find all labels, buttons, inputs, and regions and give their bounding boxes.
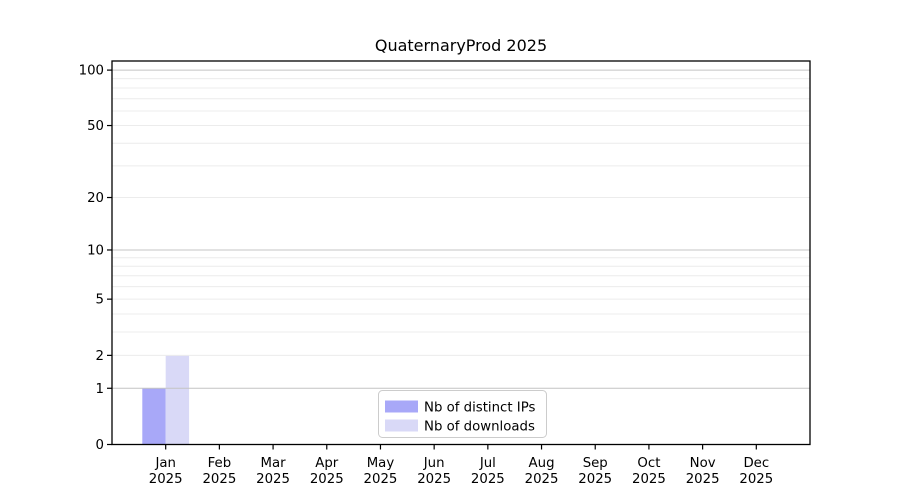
x-tick-year-label: 2025 <box>471 472 505 487</box>
legend-box <box>378 390 547 438</box>
y-tick-label: 2 <box>96 349 104 364</box>
x-tick-year-label: 2025 <box>149 472 183 487</box>
x-tick-year-label: 2025 <box>202 472 236 487</box>
x-tick-month-label: Nov <box>690 456 716 471</box>
x-tick-year-label: 2025 <box>417 472 451 487</box>
legend-swatch-downloads <box>385 419 418 432</box>
y-tick-label: 5 <box>96 293 104 308</box>
x-tick-year-label: 2025 <box>686 472 720 487</box>
x-tick-month-label: Dec <box>743 456 769 471</box>
legend-swatch-distinct-ips <box>385 400 418 413</box>
x-tick-month-label: Jun <box>423 456 445 471</box>
x-tick-month-label: Sep <box>583 456 608 471</box>
legend: Nb of distinct IPs Nb of downloads <box>378 390 547 438</box>
legend-label-downloads: Nb of downloads <box>424 420 535 435</box>
y-tick-label: 100 <box>79 64 104 79</box>
x-tick-year-label: 2025 <box>310 472 344 487</box>
x-tick-year-label: 2025 <box>632 472 666 487</box>
plot-border <box>111 60 811 446</box>
grid-layer <box>112 69 810 389</box>
x-tick-month-label: Aug <box>529 456 555 471</box>
x-tick-month-label: Jan <box>154 456 176 471</box>
x-tick-month-label: May <box>367 456 395 471</box>
legend-label-distinct-ips: Nb of distinct IPs <box>424 401 536 416</box>
x-tick-month-label: Apr <box>315 456 339 471</box>
y-tick-label: 10 <box>87 243 104 258</box>
chart-title: QuaternaryProd 2025 <box>375 36 547 55</box>
x-tick-year-label: 2025 <box>256 472 290 487</box>
axes-layer: 0125102050100Jan2025Feb2025Mar2025Apr202… <box>79 60 811 487</box>
x-tick-month-label: Jul <box>479 456 496 471</box>
x-tick-year-label: 2025 <box>578 472 612 487</box>
y-tick-label: 20 <box>87 191 104 206</box>
bar-distinct-ips <box>142 388 166 445</box>
x-tick-month-label: Oct <box>637 456 660 471</box>
bars-layer <box>142 355 190 445</box>
x-tick-month-label: Mar <box>261 456 287 471</box>
x-tick-month-label: Feb <box>208 456 232 471</box>
x-tick-year-label: 2025 <box>739 472 773 487</box>
y-tick-label: 0 <box>96 438 104 453</box>
y-tick-label: 50 <box>87 119 104 134</box>
x-tick-year-label: 2025 <box>525 472 559 487</box>
bar-downloads <box>165 355 190 445</box>
y-tick-label: 1 <box>96 382 104 397</box>
x-tick-year-label: 2025 <box>364 472 398 487</box>
